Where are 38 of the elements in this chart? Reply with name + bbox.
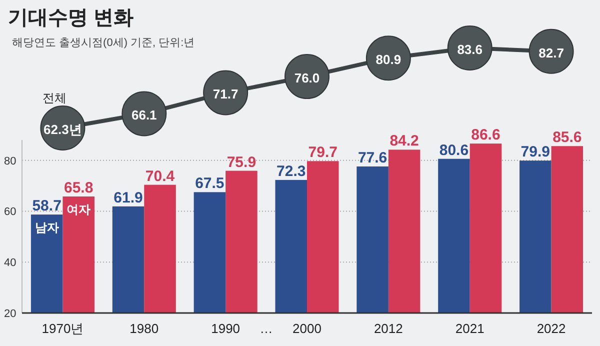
data-label: 71.7	[212, 86, 238, 102]
data-label: 66.1	[131, 108, 157, 123]
data-label: 84.2	[390, 132, 419, 150]
data-label: 72.3	[276, 162, 306, 180]
x-tick-label: 2012	[374, 321, 403, 336]
x-tick-label: 1990	[211, 321, 240, 336]
series-label: 전체	[42, 91, 67, 105]
data-label: 79.7	[308, 144, 338, 162]
data-label: 62.3년	[44, 122, 82, 137]
x-tick-label: 2022	[536, 321, 566, 336]
data-label: 77.6	[358, 149, 388, 166]
data-label: 80.9	[376, 52, 402, 68]
data-label: 85.6	[552, 129, 582, 146]
data-label: 86.6	[471, 126, 500, 144]
x-tick-label: 1980	[130, 321, 159, 336]
data-label: 65.8	[64, 179, 94, 196]
y-tick-label: 60	[4, 206, 16, 218]
data-label: 76.0	[294, 70, 320, 86]
data-label: 82.7	[538, 45, 564, 60]
data-label: 79.9	[520, 144, 550, 161]
x-tick-label: 2021	[455, 321, 484, 336]
data-label: 61.9	[114, 189, 143, 206]
data-label: 83.6	[457, 42, 483, 57]
x-tick-label: 1970년	[42, 321, 84, 336]
series-label: 남자	[34, 220, 59, 235]
data-label: 70.4	[145, 168, 176, 185]
chart-subtitle: 해당연도 출생시점(0세) 기준, 단위:년	[12, 37, 195, 49]
y-tick-label: 20	[4, 308, 16, 320]
data-label: 67.5	[195, 175, 224, 192]
data-label: 58.7	[32, 198, 62, 215]
text: …	[260, 321, 273, 336]
y-tick-label: 40	[4, 257, 16, 270]
y-tick-label: 80	[4, 155, 16, 168]
series-label: 여자	[66, 202, 91, 216]
x-tick-label: 2000	[292, 321, 322, 336]
data-label: 80.6	[439, 142, 469, 159]
data-label: 75.9	[226, 154, 256, 171]
chart-title: 기대수명 변화	[8, 7, 134, 29]
